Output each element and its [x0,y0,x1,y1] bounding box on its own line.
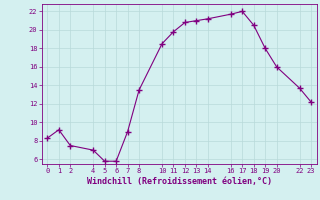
X-axis label: Windchill (Refroidissement éolien,°C): Windchill (Refroidissement éolien,°C) [87,177,272,186]
